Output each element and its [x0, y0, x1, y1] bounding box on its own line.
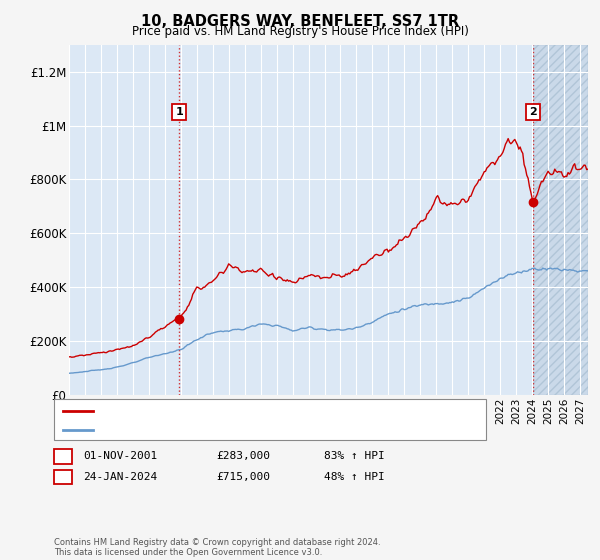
Text: 2: 2: [59, 472, 67, 482]
Text: HPI: Average price, detached house, Castle Point: HPI: Average price, detached house, Cast…: [99, 424, 366, 435]
Bar: [533, 45, 588, 395]
Text: 2: 2: [529, 107, 537, 117]
Text: 1: 1: [59, 451, 67, 461]
Bar: [533, 45, 588, 395]
Text: 1: 1: [176, 107, 184, 117]
Text: 01-NOV-2001: 01-NOV-2001: [83, 451, 157, 461]
Text: 83% ↑ HPI: 83% ↑ HPI: [324, 451, 385, 461]
Text: 48% ↑ HPI: 48% ↑ HPI: [324, 472, 385, 482]
Text: 24-JAN-2024: 24-JAN-2024: [83, 472, 157, 482]
Text: 10, BADGERS WAY, BENFLEET, SS7 1TR: 10, BADGERS WAY, BENFLEET, SS7 1TR: [141, 14, 459, 29]
Text: Contains HM Land Registry data © Crown copyright and database right 2024.
This d: Contains HM Land Registry data © Crown c…: [54, 538, 380, 557]
Text: 10, BADGERS WAY, BENFLEET, SS7 1TR (detached house): 10, BADGERS WAY, BENFLEET, SS7 1TR (deta…: [99, 405, 414, 416]
Text: Price paid vs. HM Land Registry's House Price Index (HPI): Price paid vs. HM Land Registry's House …: [131, 25, 469, 38]
Text: £715,000: £715,000: [216, 472, 270, 482]
Text: £283,000: £283,000: [216, 451, 270, 461]
